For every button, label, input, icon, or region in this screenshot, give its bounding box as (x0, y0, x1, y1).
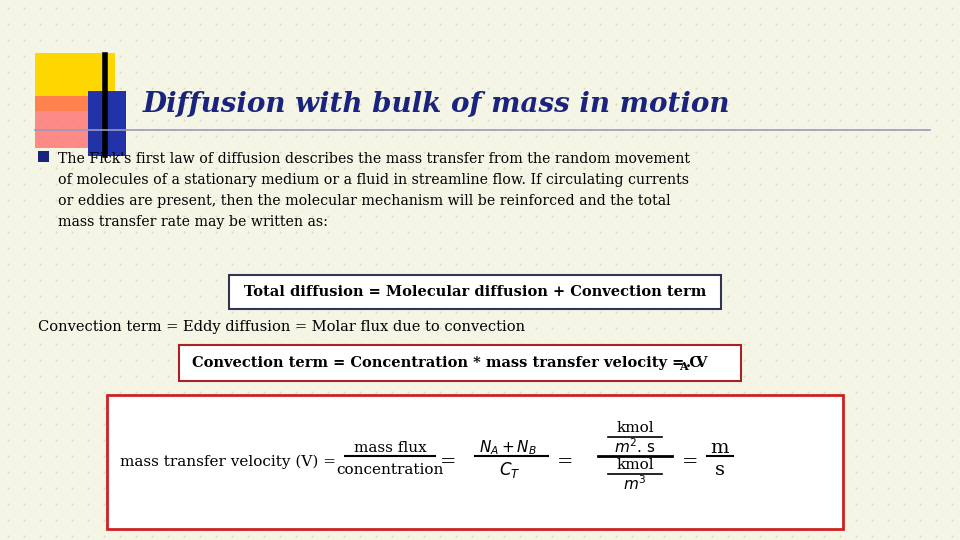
Text: The Fick's first law of diffusion describes the mass transfer from the random mo: The Fick's first law of diffusion descri… (58, 152, 690, 166)
Text: $C_T$: $C_T$ (499, 460, 520, 480)
Text: Total diffusion = Molecular diffusion + Convection term: Total diffusion = Molecular diffusion + … (244, 285, 707, 299)
Text: mass flux: mass flux (353, 441, 426, 455)
Text: A: A (679, 361, 687, 372)
Text: mass transfer rate may be written as:: mass transfer rate may be written as: (58, 215, 328, 229)
Text: =: = (682, 453, 698, 471)
FancyBboxPatch shape (107, 395, 843, 529)
Text: kmol: kmol (616, 421, 654, 435)
Text: mass transfer velocity (V) =: mass transfer velocity (V) = (120, 455, 336, 469)
Text: =: = (440, 453, 456, 471)
Text: or eddies are present, then the molecular mechanism will be reinforced and the t: or eddies are present, then the molecula… (58, 194, 671, 208)
FancyBboxPatch shape (179, 345, 741, 381)
Text: Diffusion with bulk of mass in motion: Diffusion with bulk of mass in motion (143, 91, 731, 118)
Text: s: s (715, 461, 725, 479)
Text: m: m (710, 439, 730, 457)
Bar (38, 151, 49, 162)
Text: concentration: concentration (336, 463, 444, 477)
Text: $m^2$. s: $m^2$. s (614, 437, 656, 456)
Bar (35, 96, 100, 148)
Text: of molecules of a stationary medium or a fluid in streamline flow. If circulatin: of molecules of a stationary medium or a… (58, 173, 689, 187)
Text: Convection term = Eddy diffusion = Molar flux due to convection: Convection term = Eddy diffusion = Molar… (38, 320, 525, 334)
Text: Convection term = Concentration * mass transfer velocity = C: Convection term = Concentration * mass t… (192, 356, 701, 370)
FancyBboxPatch shape (229, 275, 721, 309)
Text: . V: . V (686, 356, 708, 370)
Text: =: = (557, 453, 573, 471)
Text: kmol: kmol (616, 458, 654, 472)
Bar (35, 53, 115, 111)
Bar (88, 91, 126, 156)
Text: $m^3$: $m^3$ (623, 475, 647, 494)
Text: $N_A + N_B$: $N_A + N_B$ (479, 438, 537, 457)
